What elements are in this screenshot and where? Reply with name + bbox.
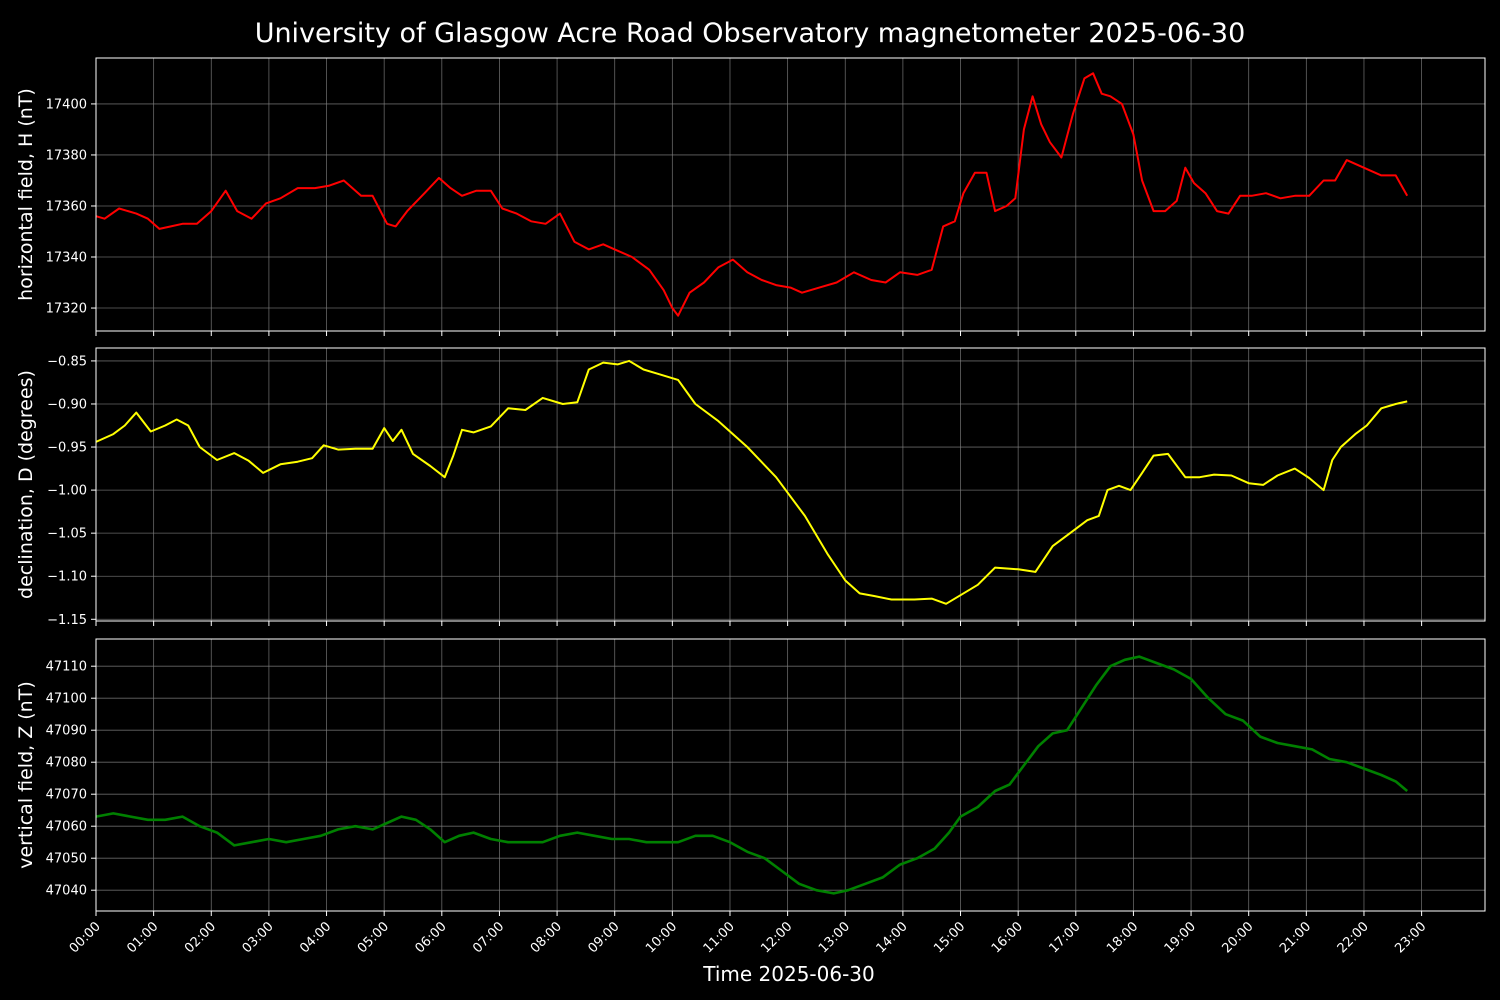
axes-frame bbox=[95, 638, 1486, 912]
series-line-h bbox=[95, 72, 1409, 317]
y-tick-label: 47070 bbox=[46, 788, 87, 803]
y-tick-label: 17400 bbox=[46, 97, 87, 112]
y-tick-label: 17380 bbox=[46, 148, 87, 163]
y-tick-label: 47060 bbox=[46, 820, 87, 835]
panel-h: 17320 17340 17360 17380 17400 horizontal fiel… bbox=[15, 57, 1486, 336]
x-tick-label: 04:00 bbox=[297, 919, 334, 956]
x-tick-label: 17:00 bbox=[1047, 919, 1084, 956]
y-tick-label: 47040 bbox=[46, 884, 87, 899]
axes-frame bbox=[95, 347, 1486, 622]
x-tick-label: 01:00 bbox=[124, 919, 161, 956]
x-tick-label: 07:00 bbox=[470, 919, 507, 956]
x-tick-label: 16:00 bbox=[989, 919, 1026, 956]
x-tick-label: 03:00 bbox=[240, 919, 277, 956]
y-tick-label: −1.00 bbox=[47, 484, 87, 499]
x-tick-label: 23:00 bbox=[1392, 919, 1429, 956]
x-tick-label: 20:00 bbox=[1219, 919, 1256, 956]
x-tick-label: 08:00 bbox=[528, 919, 565, 956]
y-tick-label: 17340 bbox=[46, 251, 87, 266]
y-tick-label: −1.10 bbox=[47, 570, 87, 585]
y-axis-label: vertical field, Z (nT) bbox=[15, 681, 37, 869]
x-tick-label: 19:00 bbox=[1162, 919, 1199, 956]
series-line-z bbox=[95, 655, 1409, 895]
y-tick-label: 47050 bbox=[46, 852, 87, 867]
series-line-d bbox=[95, 359, 1408, 605]
x-tick-label: 21:00 bbox=[1277, 919, 1314, 956]
x-tick-label: 12:00 bbox=[758, 919, 795, 956]
y-tick-label: 47090 bbox=[46, 724, 87, 739]
figure-title: University of Glasgow Acre Road Observat… bbox=[255, 18, 1246, 49]
y-tick-label: 47100 bbox=[46, 692, 87, 707]
x-tick-label: 00:00 bbox=[67, 919, 104, 956]
y-tick-label: −0.95 bbox=[47, 441, 87, 456]
x-tick-label: 11:00 bbox=[701, 919, 738, 956]
x-axis-label: Time 2025-06-30 bbox=[702, 962, 875, 986]
y-tick-label: −0.90 bbox=[47, 397, 87, 412]
y-tick-label: −1.15 bbox=[47, 613, 87, 628]
y-tick-label: 47110 bbox=[46, 660, 87, 675]
y-tick-label: 47080 bbox=[46, 756, 87, 771]
x-tick-label: 02:00 bbox=[182, 919, 219, 956]
x-tick-label: 10:00 bbox=[643, 919, 680, 956]
panel-d: −0.85 −0.90 −0.95 −1.00 −1.05 −1.10 −1.15 decli… bbox=[15, 347, 1486, 628]
y-tick-label: −1.05 bbox=[47, 527, 87, 542]
x-tick-label: 15:00 bbox=[931, 919, 968, 956]
y-tick-label: −0.85 bbox=[47, 354, 87, 369]
axes-frame bbox=[95, 57, 1486, 332]
x-tick-label: 13:00 bbox=[816, 919, 853, 956]
x-tick-label: 22:00 bbox=[1335, 919, 1372, 956]
x-tick-label: 09:00 bbox=[585, 919, 622, 956]
y-axis-label: horizontal field, H (nT) bbox=[15, 88, 37, 301]
y-tick-label: 17360 bbox=[46, 199, 87, 214]
x-tick-label: 14:00 bbox=[874, 919, 911, 956]
panel-z: 47040 47050 47060 47070 47080 47090 47100 47110… bbox=[15, 638, 1486, 916]
x-tick-label: 06:00 bbox=[413, 919, 450, 956]
x-tick-label: 05:00 bbox=[355, 919, 392, 956]
y-axis-label: declination, D (degrees) bbox=[15, 370, 37, 599]
x-tick-label: 18:00 bbox=[1104, 919, 1141, 956]
y-tick-label: 17320 bbox=[46, 302, 87, 317]
